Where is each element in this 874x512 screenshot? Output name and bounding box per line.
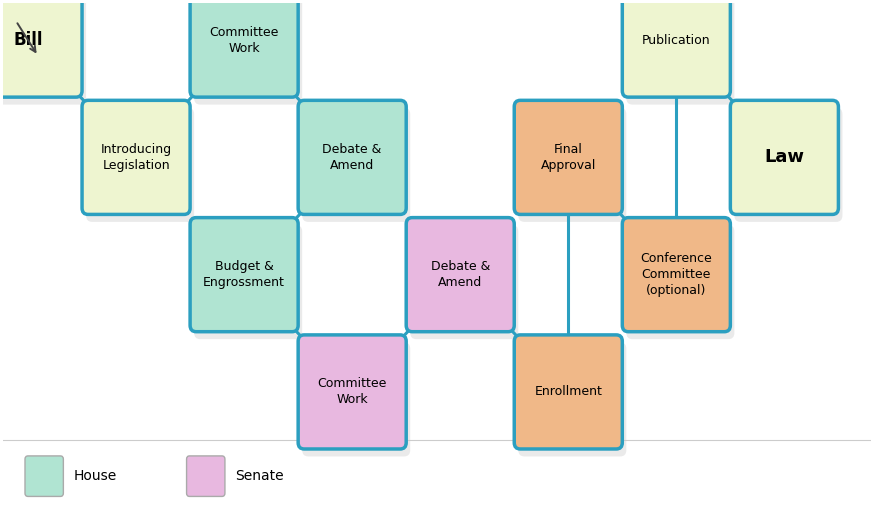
FancyBboxPatch shape: [86, 108, 194, 222]
Text: Bill: Bill: [13, 31, 43, 49]
FancyBboxPatch shape: [514, 335, 622, 449]
Text: Conference
Committee
(optional): Conference Committee (optional): [641, 252, 712, 297]
Text: Final
Approval: Final Approval: [541, 143, 596, 172]
Text: Law: Law: [765, 148, 804, 166]
Text: Budget &
Engrossment: Budget & Engrossment: [203, 260, 285, 289]
FancyBboxPatch shape: [731, 100, 838, 215]
FancyBboxPatch shape: [302, 108, 410, 222]
FancyBboxPatch shape: [191, 218, 298, 332]
Text: Debate &
Amend: Debate & Amend: [323, 143, 382, 172]
Text: Publication: Publication: [642, 34, 711, 47]
FancyBboxPatch shape: [302, 343, 410, 456]
FancyBboxPatch shape: [406, 218, 514, 332]
FancyBboxPatch shape: [514, 100, 622, 215]
FancyBboxPatch shape: [518, 343, 627, 456]
FancyBboxPatch shape: [191, 0, 298, 97]
FancyBboxPatch shape: [734, 108, 843, 222]
FancyBboxPatch shape: [0, 0, 82, 97]
FancyBboxPatch shape: [82, 100, 191, 215]
FancyBboxPatch shape: [518, 108, 627, 222]
FancyBboxPatch shape: [622, 0, 731, 97]
FancyBboxPatch shape: [622, 218, 731, 332]
FancyBboxPatch shape: [298, 100, 406, 215]
FancyBboxPatch shape: [627, 0, 734, 104]
FancyBboxPatch shape: [194, 0, 302, 104]
Text: Enrollment: Enrollment: [534, 386, 602, 398]
Text: Debate &
Amend: Debate & Amend: [431, 260, 490, 289]
FancyBboxPatch shape: [194, 225, 302, 339]
Text: Committee
Work: Committee Work: [210, 26, 279, 55]
Text: House: House: [73, 469, 117, 483]
FancyBboxPatch shape: [0, 0, 86, 104]
FancyBboxPatch shape: [298, 335, 406, 449]
FancyBboxPatch shape: [410, 225, 518, 339]
Text: Committee
Work: Committee Work: [317, 377, 387, 407]
FancyBboxPatch shape: [186, 456, 225, 497]
Text: Senate: Senate: [235, 469, 284, 483]
FancyBboxPatch shape: [627, 225, 734, 339]
Text: Introducing
Legislation: Introducing Legislation: [101, 143, 171, 172]
FancyBboxPatch shape: [25, 456, 64, 497]
